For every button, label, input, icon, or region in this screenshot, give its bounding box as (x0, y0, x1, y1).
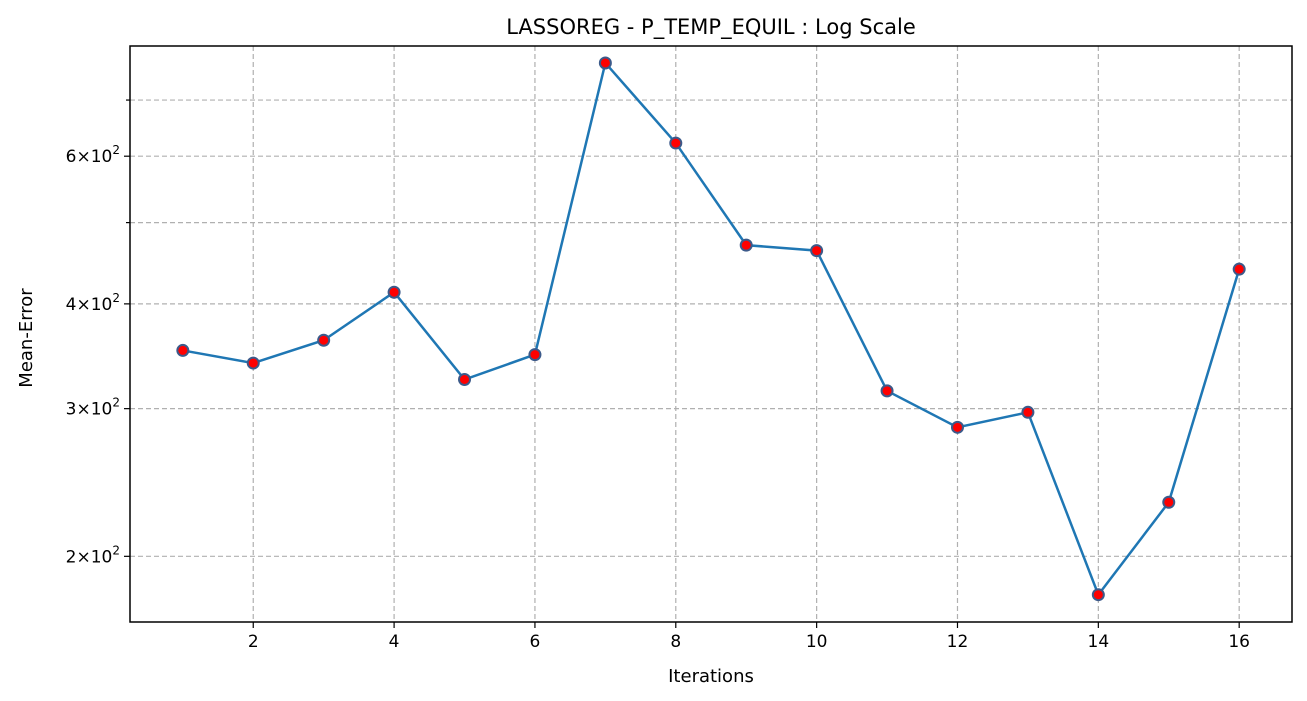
data-point (176, 343, 190, 357)
data-point (1091, 588, 1105, 602)
x-axis-label: Iterations (668, 666, 754, 687)
series-line (182, 60, 1241, 598)
y-tick-label: 3×102 (66, 396, 120, 420)
data-point (246, 356, 260, 370)
data-point (669, 136, 683, 150)
data-point (1162, 495, 1176, 509)
data-point (810, 244, 824, 258)
data-point (458, 372, 472, 386)
x-tick-label: 10 (806, 632, 828, 652)
x-tick-label: 2 (248, 632, 259, 652)
y-axis-label: Mean-Error (16, 288, 37, 388)
y-tick-label: 6×102 (66, 143, 120, 167)
grid-layer (130, 46, 1292, 622)
x-tick-label: 16 (1228, 632, 1250, 652)
data-point (317, 333, 331, 347)
data-point (880, 384, 894, 398)
series-layer (176, 56, 1246, 602)
ticks-layer: 2 4 6 8 10 12 14 16 2×102 3×102 4×102 6×102 (66, 99, 1250, 652)
x-tick-label: 14 (1088, 632, 1110, 652)
data-point (598, 56, 612, 70)
data-point (387, 285, 401, 299)
data-point (528, 348, 542, 362)
x-tick-label: 6 (530, 632, 541, 652)
x-tick-label: 12 (947, 632, 969, 652)
y-tick-label: 2×102 (66, 543, 120, 567)
plot-frame (129, 45, 1293, 623)
x-tick-label: 8 (670, 632, 681, 652)
data-point (950, 420, 964, 434)
data-point (1232, 262, 1246, 276)
chart-title: LASSOREG - P_TEMP_EQUIL : Log Scale (506, 15, 916, 40)
data-point (739, 238, 753, 252)
x-tick-label: 4 (389, 632, 400, 652)
y-tick-label: 4×102 (66, 291, 120, 315)
data-point (1021, 405, 1035, 419)
